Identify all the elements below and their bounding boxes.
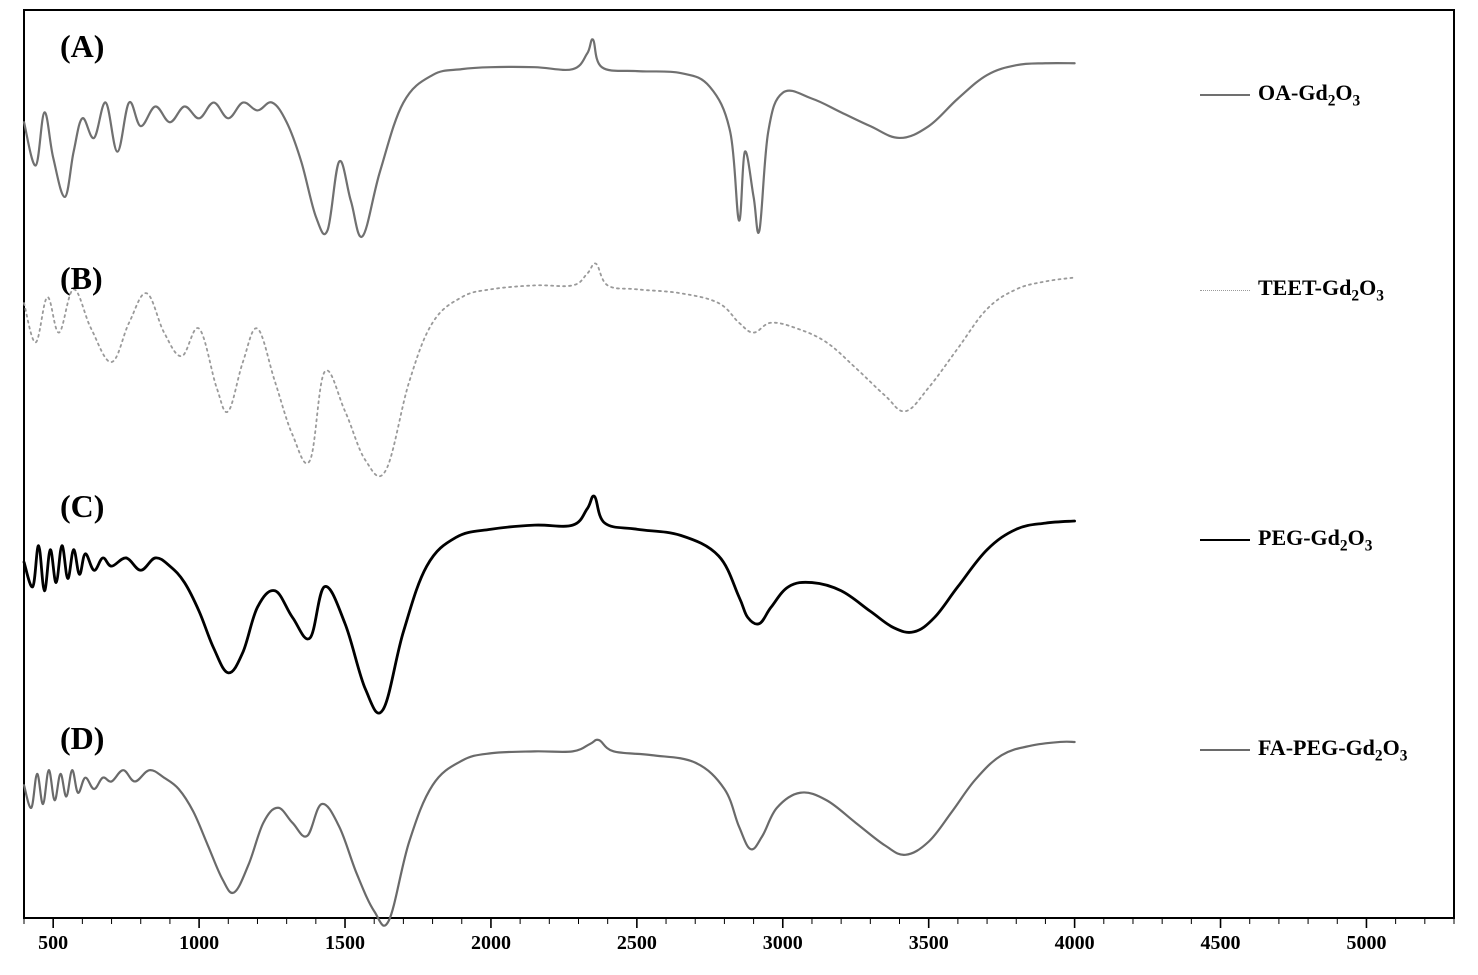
legend-label-d: FA-PEG-Gd2O3 [1258,735,1407,765]
spectrum-b [24,263,1075,476]
x-tick-label: 500 [38,932,68,955]
legend-line-b [1200,290,1250,291]
legend-a: OA-Gd2O3 [1200,80,1360,110]
x-tick-label: 1500 [325,932,365,955]
legend-line-c [1200,539,1250,541]
legend-b: TEET-Gd2O3 [1200,275,1384,305]
panel-label-b: (B) [60,260,103,297]
legend-d: FA-PEG-Gd2O3 [1200,735,1407,765]
legend-label-c: PEG-Gd2O3 [1258,525,1372,555]
x-tick-label: 4000 [1055,932,1095,955]
panel-label-d: (D) [60,720,104,757]
x-tick-label: 3500 [909,932,949,955]
spectrum-d [24,740,1075,926]
x-tick-label: 2000 [471,932,511,955]
x-tick-label: 4500 [1201,932,1241,955]
x-tick-label: 5000 [1346,932,1386,955]
panel-label-c: (C) [60,488,104,525]
x-tick-label: 2500 [617,932,657,955]
panel-label-a: (A) [60,28,104,65]
ftir-spectra-chart: (A) (B) (C) (D) OA-Gd2O3 TEET-Gd2O3 PEG-… [0,0,1478,975]
legend-c: PEG-Gd2O3 [1200,525,1372,555]
legend-line-d [1200,749,1250,751]
chart-svg [0,0,1478,975]
spectrum-a [24,39,1075,237]
legend-line-a [1200,94,1250,96]
legend-label-b: TEET-Gd2O3 [1258,275,1384,305]
x-tick-label: 3000 [763,932,803,955]
legend-label-a: OA-Gd2O3 [1258,80,1360,110]
x-tick-label: 1000 [179,932,219,955]
spectrum-c [24,496,1075,713]
